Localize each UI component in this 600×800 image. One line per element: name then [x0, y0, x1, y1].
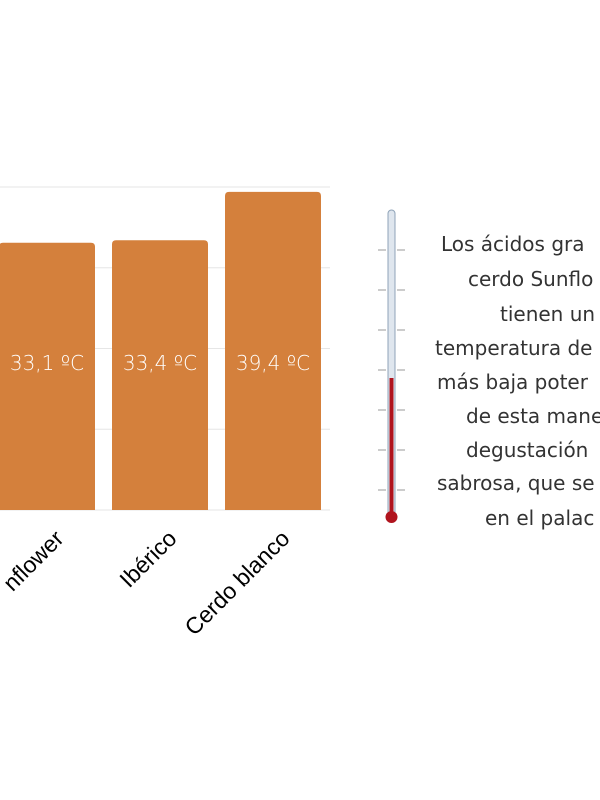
thermometer — [378, 209, 405, 523]
x-tick-label: Ibérico — [114, 525, 181, 592]
paragraph-line: degustación — [466, 438, 588, 462]
value-label: 33,1 ºC — [10, 351, 84, 375]
paragraph-line: más baja poter — [437, 370, 589, 394]
bar — [225, 191, 321, 510]
paragraph-line: temperatura de — [435, 336, 592, 360]
paragraph-line: de esta mane — [466, 404, 600, 428]
paragraph-line: en el palac — [485, 506, 594, 530]
value-label: 39,4 ºC — [236, 351, 310, 375]
x-tick-label: Cerdo blanco — [179, 525, 294, 640]
paragraph-line: cerdo Sunflo — [468, 267, 593, 291]
value-label: 33,4 ºC — [123, 351, 197, 375]
paragraph-line: sabrosa, que se — [437, 471, 595, 495]
paragraph-line: Los ácidos gra — [441, 232, 585, 256]
bar — [0, 242, 95, 510]
bar — [112, 240, 208, 511]
paragraph-line: tienen un — [500, 302, 595, 326]
x-tick-label: nflower — [0, 525, 69, 596]
